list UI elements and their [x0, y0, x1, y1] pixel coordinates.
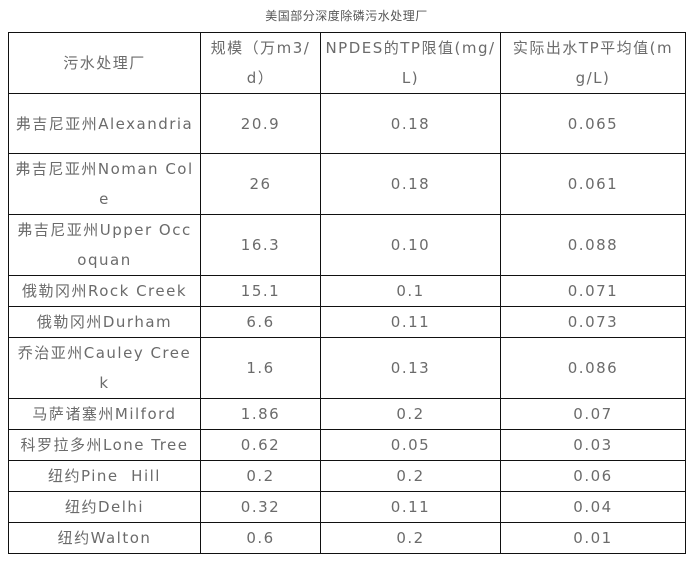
table-row: 俄勒冈州Durham 6.6 0.11 0.073 [8, 306, 686, 338]
table-row: 弗吉尼亚州Alexandria 20.9 0.18 0.065 [8, 93, 686, 154]
cell-plant: 弗吉尼亚州Noman Cole [8, 153, 201, 215]
cell-actual-tp: 0.065 [500, 93, 686, 154]
cell-plant: 科罗拉多州Lone Tree [8, 429, 201, 461]
header-scale: 规模（万m3/d） [200, 32, 321, 94]
table-row: 科罗拉多州Lone Tree 0.62 0.05 0.03 [8, 429, 686, 461]
cell-npdes-tp: 0.2 [320, 460, 501, 492]
cell-plant: 纽约Delhi [8, 491, 201, 523]
table-row: 俄勒冈州Rock Creek 15.1 0.1 0.071 [8, 275, 686, 307]
cell-scale: 1.86 [200, 398, 321, 430]
cell-scale: 0.62 [200, 429, 321, 461]
cell-npdes-tp: 0.10 [320, 214, 501, 276]
table-row: 纽约Delhi 0.32 0.11 0.04 [8, 491, 686, 523]
cell-npdes-tp: 0.18 [320, 93, 501, 154]
cell-actual-tp: 0.073 [500, 306, 686, 338]
cell-scale: 0.2 [200, 460, 321, 492]
cell-actual-tp: 0.04 [500, 491, 686, 523]
cell-plant: 纽约Pine Hill [8, 460, 201, 492]
cell-actual-tp: 0.07 [500, 398, 686, 430]
cell-plant: 俄勒冈州Rock Creek [8, 275, 201, 307]
cell-npdes-tp: 0.05 [320, 429, 501, 461]
table-caption: 美国部分深度除磷污水处理厂 [265, 9, 428, 23]
cell-actual-tp: 0.086 [500, 337, 686, 399]
cell-plant: 俄勒冈州Durham [8, 306, 201, 338]
cell-scale: 15.1 [200, 275, 321, 307]
cell-scale: 6.6 [200, 306, 321, 338]
cell-plant: 乔治亚州Cauley Creek [8, 337, 201, 399]
cell-scale: 1.6 [200, 337, 321, 399]
table-row: 纽约Pine Hill 0.2 0.2 0.06 [8, 460, 686, 492]
cell-npdes-tp: 0.2 [320, 398, 501, 430]
cell-npdes-tp: 0.1 [320, 275, 501, 307]
cell-plant: 纽约Walton [8, 522, 201, 554]
cell-scale: 16.3 [200, 214, 321, 276]
cell-actual-tp: 0.071 [500, 275, 686, 307]
cell-scale: 0.32 [200, 491, 321, 523]
cell-actual-tp: 0.061 [500, 153, 686, 215]
cell-npdes-tp: 0.2 [320, 522, 501, 554]
cell-npdes-tp: 0.11 [320, 491, 501, 523]
cell-plant: 马萨诸塞州Milford [8, 398, 201, 430]
cell-scale: 0.6 [200, 522, 321, 554]
table-row: 纽约Walton 0.6 0.2 0.01 [8, 522, 686, 554]
cell-scale: 20.9 [200, 93, 321, 154]
cell-actual-tp: 0.088 [500, 214, 686, 276]
cell-actual-tp: 0.06 [500, 460, 686, 492]
cell-npdes-tp: 0.18 [320, 153, 501, 215]
header-actual-tp: 实际出水TP平均值(mg/L) [500, 32, 686, 94]
header-plant: 污水处理厂 [8, 32, 201, 94]
table-row: 马萨诸塞州Milford 1.86 0.2 0.07 [8, 398, 686, 430]
cell-actual-tp: 0.01 [500, 522, 686, 554]
cell-plant: 弗吉尼亚州Alexandria [8, 93, 201, 154]
cell-plant: 弗吉尼亚州Upper Occoquan [8, 214, 201, 276]
phosphorus-removal-table: 污水处理厂 规模（万m3/d） NPDES的TP限值(mg/L) 实际出水TP平… [8, 32, 686, 554]
table-row: 弗吉尼亚州Noman Cole 26 0.18 0.061 [8, 153, 686, 215]
cell-scale: 26 [200, 153, 321, 215]
table-row: 乔治亚州Cauley Creek 1.6 0.13 0.086 [8, 337, 686, 399]
cell-npdes-tp: 0.11 [320, 306, 501, 338]
header-npdes-tp: NPDES的TP限值(mg/L) [320, 32, 501, 94]
cell-npdes-tp: 0.13 [320, 337, 501, 399]
cell-actual-tp: 0.03 [500, 429, 686, 461]
table-row: 弗吉尼亚州Upper Occoquan 16.3 0.10 0.088 [8, 214, 686, 276]
table-header-row: 污水处理厂 规模（万m3/d） NPDES的TP限值(mg/L) 实际出水TP平… [8, 32, 686, 94]
